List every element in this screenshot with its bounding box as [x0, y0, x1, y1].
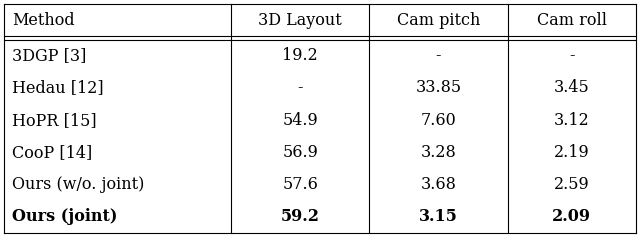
Text: Cam pitch: Cam pitch: [397, 12, 480, 28]
Text: 59.2: 59.2: [281, 208, 320, 225]
Text: Cam roll: Cam roll: [537, 12, 607, 28]
Text: Hedau [12]: Hedau [12]: [12, 79, 104, 96]
Text: 2.09: 2.09: [552, 208, 591, 225]
Text: 3.45: 3.45: [554, 79, 589, 96]
Text: 3DGP [3]: 3DGP [3]: [12, 47, 86, 64]
Text: Ours (w/o. joint): Ours (w/o. joint): [12, 176, 145, 193]
Text: -: -: [298, 79, 303, 96]
Text: 3D Layout: 3D Layout: [259, 12, 342, 28]
Text: -: -: [569, 47, 575, 64]
Text: 33.85: 33.85: [415, 79, 461, 96]
Text: 56.9: 56.9: [282, 144, 318, 161]
Text: HoPR [15]: HoPR [15]: [12, 112, 97, 129]
Text: 3.15: 3.15: [419, 208, 458, 225]
Text: 3.12: 3.12: [554, 112, 589, 129]
Text: 3.68: 3.68: [420, 176, 456, 193]
Text: Ours (joint): Ours (joint): [12, 208, 117, 225]
Text: 57.6: 57.6: [282, 176, 318, 193]
Text: CooP [14]: CooP [14]: [12, 144, 92, 161]
Text: 2.59: 2.59: [554, 176, 589, 193]
Text: Method: Method: [12, 12, 75, 28]
Text: -: -: [436, 47, 441, 64]
Text: 3.28: 3.28: [420, 144, 456, 161]
Text: 2.19: 2.19: [554, 144, 589, 161]
Text: 54.9: 54.9: [282, 112, 318, 129]
Text: 7.60: 7.60: [420, 112, 456, 129]
Text: 19.2: 19.2: [282, 47, 318, 64]
